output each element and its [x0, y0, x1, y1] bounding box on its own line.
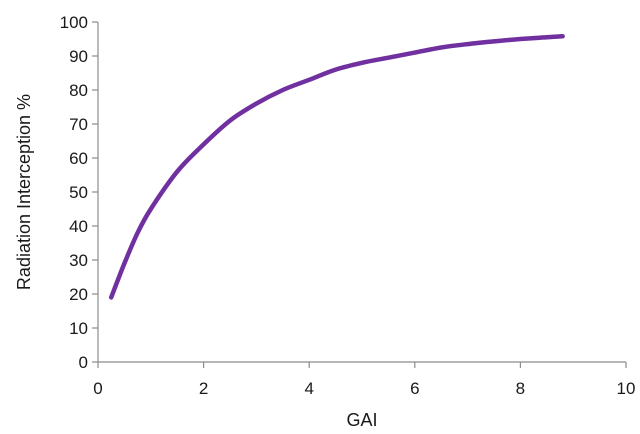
y-axis-ticks: 0 10 20 30 40 50 60 70 80 90 100 — [60, 13, 98, 372]
x-axis-ticks: 0 2 4 6 8 10 — [93, 362, 635, 398]
y-tick-label: 80 — [69, 81, 88, 100]
x-tick-label: 2 — [199, 379, 208, 398]
y-tick-label: 90 — [69, 47, 88, 66]
y-tick-label: 50 — [69, 183, 88, 202]
x-tick-label: 6 — [410, 379, 419, 398]
y-tick-label: 70 — [69, 115, 88, 134]
x-axis-title: GAI — [346, 410, 377, 430]
y-tick-label: 100 — [60, 13, 88, 32]
y-tick-label: 40 — [69, 217, 88, 236]
y-tick-label: 20 — [69, 285, 88, 304]
x-tick-label: 0 — [93, 379, 102, 398]
y-tick-label: 30 — [69, 251, 88, 270]
y-axis-title: Radiation Interception % — [14, 94, 34, 290]
y-tick-label: 0 — [79, 353, 88, 372]
x-tick-label: 10 — [617, 379, 636, 398]
y-tick-label: 60 — [69, 149, 88, 168]
y-tick-label: 10 — [69, 319, 88, 338]
x-tick-label: 4 — [304, 379, 313, 398]
x-tick-label: 8 — [516, 379, 525, 398]
series-line — [108, 34, 565, 300]
